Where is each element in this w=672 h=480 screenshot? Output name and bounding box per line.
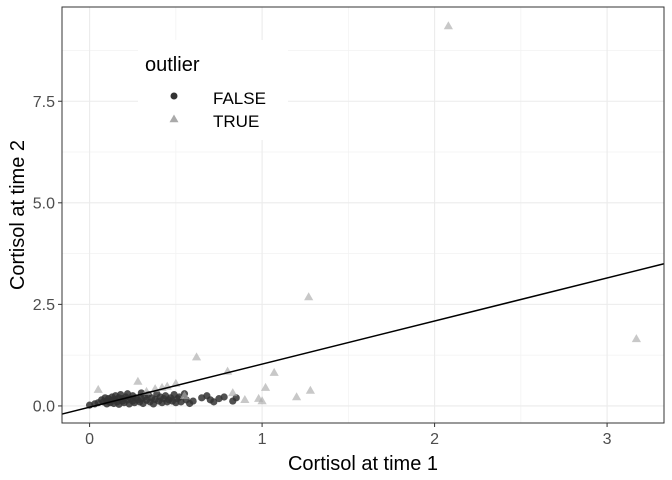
data-point-true xyxy=(133,376,143,385)
data-point-true xyxy=(443,21,453,30)
data-point-true xyxy=(291,392,302,401)
panel-border xyxy=(61,6,665,424)
data-point-true xyxy=(240,395,250,404)
data-point-true xyxy=(257,396,267,405)
y-tick-label: 2.5 xyxy=(33,297,55,314)
data-point-false xyxy=(220,393,228,401)
y-tick-label: 5.0 xyxy=(33,195,55,212)
data-point-false xyxy=(189,397,197,405)
legend-label-false: FALSE xyxy=(213,89,266,108)
y-axis-title: Cortisol at time 2 xyxy=(7,140,29,290)
data-point-true xyxy=(260,382,271,391)
data-point-true xyxy=(93,384,103,393)
reference-line xyxy=(61,263,665,415)
legend-key-false-icon xyxy=(170,92,178,100)
y-tick-label: 7.5 xyxy=(33,94,55,111)
data-point-false xyxy=(210,398,218,406)
data-point-true xyxy=(228,388,238,397)
x-tick-label: 0 xyxy=(85,431,94,448)
data-point-true xyxy=(179,390,190,399)
data-point-true xyxy=(305,385,315,394)
legend-title: outlier xyxy=(145,54,200,76)
x-axis-title: Cortisol at time 1 xyxy=(288,453,438,475)
legend: outlier FALSE TRUE xyxy=(138,40,288,140)
legend-label-true: TRUE xyxy=(213,112,259,131)
legend-key-true-icon xyxy=(169,114,179,123)
data-point-true xyxy=(191,352,202,361)
x-tick-label: 3 xyxy=(603,431,612,448)
data-point-true xyxy=(304,292,314,301)
x-tick-label: 1 xyxy=(258,431,267,448)
y-axis-ticks: 0.0 2.5 5.0 7.5 xyxy=(33,94,62,415)
x-tick-label: 2 xyxy=(430,431,439,448)
data-point-true xyxy=(269,367,279,376)
data-point-true xyxy=(631,334,642,343)
legend-background xyxy=(138,40,288,140)
x-axis-ticks: 0 1 2 3 xyxy=(85,423,612,448)
y-tick-label: 0.0 xyxy=(33,398,55,415)
